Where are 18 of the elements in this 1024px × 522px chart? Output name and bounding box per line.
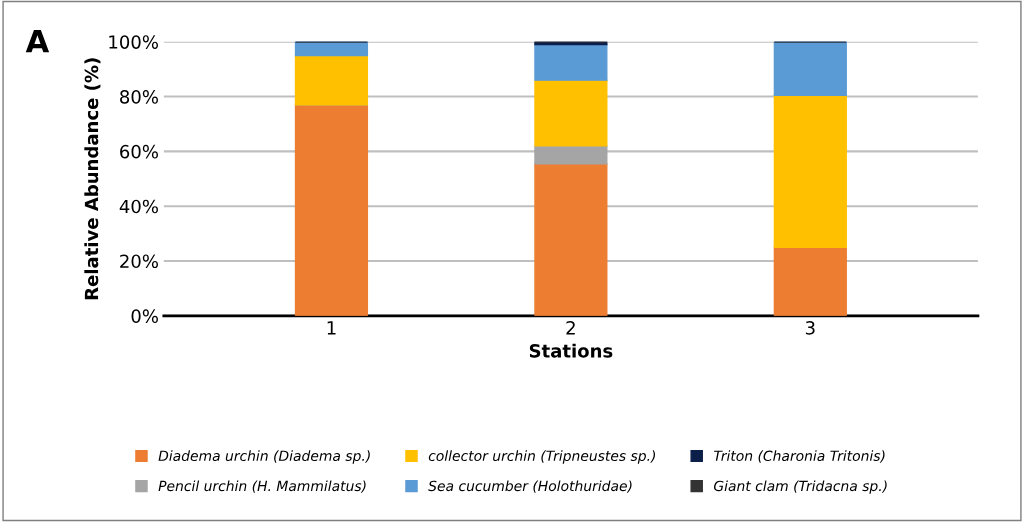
y-tick-label: 20% (120, 254, 158, 269)
legend-label: Giant clam (Tridacna sp.) (713, 480, 887, 494)
legend-label: Sea cucumber (Holothuridae) (428, 480, 632, 493)
y-tick-label: 80% (120, 90, 158, 104)
x-tick-label: 1 (327, 321, 336, 335)
x-axis-title: Stations (529, 343, 613, 358)
x-tick-label: 3 (805, 320, 815, 335)
y-tick-label: 60% (120, 144, 158, 159)
legend-label: Triton (Charonia Tritonis) (713, 450, 885, 463)
legend-label: Pencil urchin (H. Mammilatus) (158, 480, 366, 493)
y-tick-label: 100% (109, 35, 158, 49)
legend-label: Diadema urchin (Diadema sp.) (158, 450, 370, 464)
y-tick-label: 0% (131, 309, 158, 323)
y-tick-label: 40% (119, 199, 158, 214)
y-axis-title: Relative Abundance (%) (84, 58, 101, 300)
legend-label: collector urchin (Tripneustes sp.) (428, 450, 656, 464)
text: A (25, 29, 50, 53)
x-tick-label: 2 (566, 320, 575, 335)
